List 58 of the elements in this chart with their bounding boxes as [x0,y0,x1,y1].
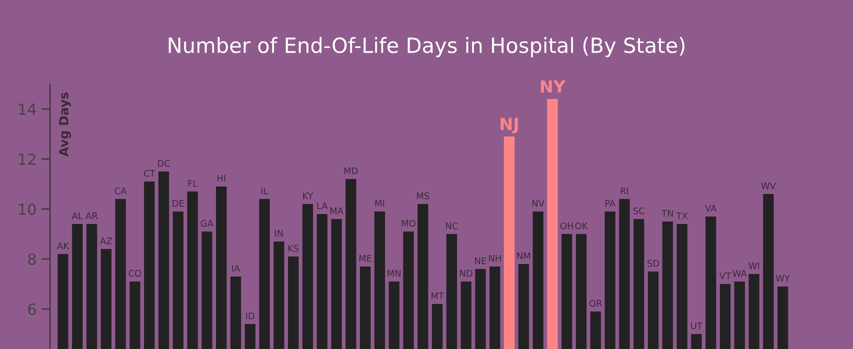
x-tick-label: NV [532,200,544,207]
x-tick-label: CA [114,187,127,194]
x-tick-label: CT [144,170,156,177]
x-tick-label: MD [344,168,358,174]
y-tick-label: 12 [19,153,36,165]
x-tick-label: ID [246,312,254,320]
x-tick-label: NE [475,258,486,264]
x-tick-label: UT [691,322,703,330]
x-tick-label: AL [72,212,83,220]
x-tick-label: AK [56,242,70,250]
x-tick-label: NY [540,80,566,93]
x-tick-label: MS [417,192,430,200]
x-tick-label: VT [719,272,732,280]
x-tick-label: NH [488,255,501,262]
x-tick-label: TN [661,210,673,217]
x-tick-label: MN [388,270,400,277]
x-tick-label: CO [128,270,142,277]
x-tick-label: WV [761,182,776,190]
x-tick-label: MT [432,292,444,300]
x-tick-label: AR [86,212,98,220]
x-tick-label: AZ [100,238,112,244]
x-tick-label: SD [647,260,660,267]
y-tick-label: 6 [28,303,36,316]
x-tick-label: OR [589,300,602,307]
x-tick-label: NJ [500,118,518,134]
x-tick-label: GA [200,220,214,227]
y-tick-label: 14 [19,104,36,115]
x-tick-label: KY [303,192,314,200]
y-tick-label: 10 [19,203,36,216]
y-tick-label: 8 [28,253,36,266]
x-tick-label: FL [188,180,198,187]
x-tick-label: VA [705,205,717,212]
x-tick-label: WI [748,262,759,270]
x-tick-label: PA [605,200,616,207]
y-axis-title: Avg Days [59,92,71,157]
x-tick-label: MA [330,208,344,214]
x-tick-label: MI [375,200,384,207]
x-tick-label: NC [446,222,458,230]
x-tick-label: NM [517,252,530,260]
x-tick-label: IN [275,230,283,237]
x-tick-label: SC [633,207,644,214]
x-tick-label: OH [560,222,573,230]
x-tick-label: LA [317,202,328,210]
x-tick-label: HI [217,175,226,182]
x-tick-label: WA [732,270,747,277]
chart-title: Number of End-Of-Life Days in Hospital (By State) [168,37,684,58]
x-tick-label: IA [232,265,240,272]
x-tick-label: TX [676,212,688,220]
x-tick-label: ND [460,270,472,277]
x-tick-label: OK [575,222,588,230]
x-tick-label: WY [776,275,790,282]
x-tick-label: MO [402,220,416,227]
x-tick-label: IL [262,188,268,194]
x-tick-label: RI [620,188,628,194]
x-tick-label: KS [288,244,299,252]
x-tick-label: ME [359,255,372,262]
x-tick-label: DE [172,200,184,207]
x-tick-label: DC [158,160,170,167]
